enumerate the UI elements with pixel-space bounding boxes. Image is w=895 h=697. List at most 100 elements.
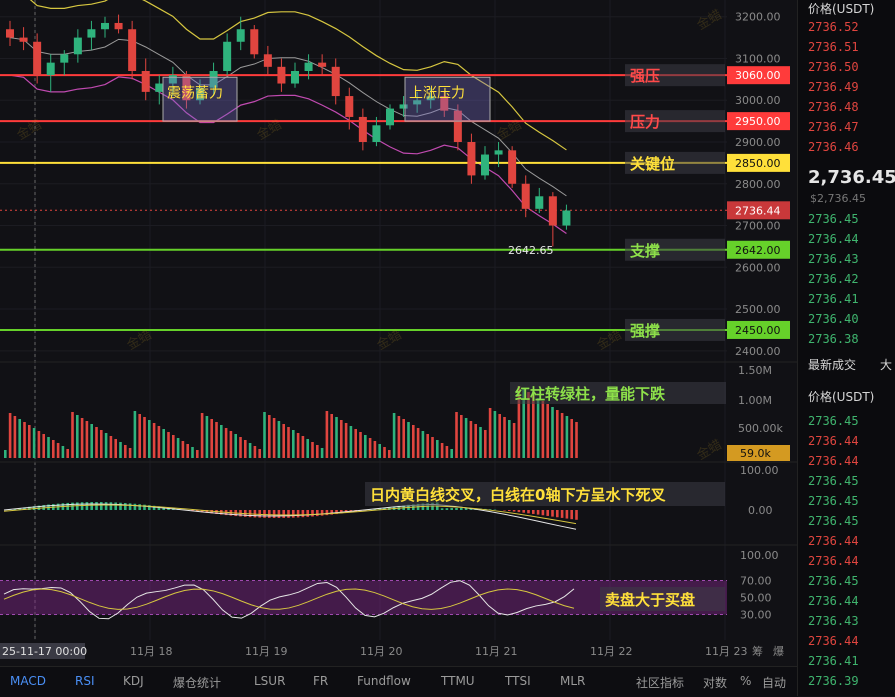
indicator-tab[interactable]: KDJ [123, 674, 144, 688]
volume-bar [474, 424, 477, 458]
volume-bar [81, 418, 84, 458]
candle-body [250, 29, 258, 54]
indicator-tab[interactable]: 爆仓统计 [173, 674, 221, 691]
candle-body [495, 150, 503, 154]
volume-bar [561, 413, 564, 458]
bid-price-row[interactable]: 2736.44 [808, 232, 859, 246]
indicator-tab[interactable]: TTMU [441, 674, 475, 688]
recent-trade-row[interactable]: 2736.44 [808, 594, 859, 608]
macd-histogram-bar [450, 508, 453, 510]
candle-body [386, 109, 394, 126]
recent-trade-row[interactable]: 2736.39 [808, 674, 859, 688]
volume-bar [489, 408, 492, 458]
recent-trade-row[interactable]: 2736.45 [808, 414, 859, 428]
volume-bar [398, 416, 401, 458]
rsi-tick-label: 100.00 [740, 549, 779, 562]
volume-bar [33, 428, 36, 458]
volume-bar [407, 422, 410, 458]
indicator-tab[interactable]: FR [313, 674, 328, 688]
indicator-tab[interactable]: Fundflow [357, 674, 411, 688]
indicator-tab[interactable]: TTSI [505, 674, 531, 688]
volume-bar [134, 411, 137, 458]
rsi-annotation: 卖盘大于买盘 [605, 591, 695, 609]
volume-bar [321, 448, 324, 458]
volume-bar [244, 440, 247, 458]
ask-price-row[interactable]: 2736.48 [808, 100, 859, 114]
recent-trade-row[interactable]: 2736.44 [808, 454, 859, 468]
chart-option[interactable]: 对数 [703, 674, 727, 691]
chart-option[interactable]: 自动 [762, 674, 786, 691]
volume-bar [446, 446, 449, 458]
volume-bar [422, 431, 425, 458]
volume-bar [369, 438, 372, 458]
recent-trade-row[interactable]: 2736.45 [808, 494, 859, 508]
indicator-tab[interactable]: LSUR [254, 674, 285, 688]
ask-price-row[interactable]: 2736.49 [808, 80, 859, 94]
macd-histogram-bar [532, 510, 535, 514]
price-tick-label: 3200.00 [735, 11, 781, 24]
recent-trade-row[interactable]: 2736.45 [808, 474, 859, 488]
bid-price-row[interactable]: 2736.42 [808, 272, 859, 286]
volume-bar [42, 434, 45, 458]
recent-trade-row[interactable]: 2736.41 [808, 654, 859, 668]
chart-option[interactable]: 社区指标 [636, 674, 684, 691]
recent-trades-title-right[interactable]: 大 [880, 356, 892, 373]
volume-bar [268, 415, 271, 458]
candle-body [101, 23, 109, 29]
candlestick-chart[interactable]: 3200.003100.003000.002900.002800.002700.… [0, 0, 797, 666]
price-level-tag-value: 3060.00 [735, 69, 781, 82]
candle-body [359, 117, 367, 142]
indicator-tab[interactable]: RSI [75, 674, 95, 688]
indicator-tab[interactable]: MACD [10, 674, 46, 688]
volume-bar [537, 398, 540, 458]
ask-price-row[interactable]: 2736.51 [808, 40, 859, 54]
chart-option[interactable]: % [740, 674, 751, 688]
recent-trade-row[interactable]: 2736.45 [808, 574, 859, 588]
time-tick-label: 11月 20 [360, 645, 403, 658]
macd-histogram-bar [263, 510, 266, 518]
macd-histogram-bar [522, 510, 525, 513]
ask-price-row[interactable]: 2736.52 [808, 20, 859, 34]
recent-trade-row[interactable]: 2736.44 [808, 634, 859, 648]
ask-price-row[interactable]: 2736.47 [808, 120, 859, 134]
bid-price-row[interactable]: 2736.38 [808, 332, 859, 346]
time-tick-label: 11月 19 [245, 645, 288, 658]
recent-trade-row[interactable]: 2736.44 [808, 434, 859, 448]
indicator-tab[interactable]: MLR [560, 674, 585, 688]
volume-bar [556, 410, 559, 458]
volume-bar [196, 450, 199, 458]
volume-bar [450, 449, 453, 458]
recent-trade-row[interactable]: 2736.43 [808, 614, 859, 628]
volume-bar [47, 437, 50, 458]
bid-price-row[interactable]: 2736.40 [808, 312, 859, 326]
bid-price-row[interactable]: 2736.45 [808, 212, 859, 226]
ask-price-row[interactable]: 2736.46 [808, 140, 859, 154]
volume-bar [206, 416, 209, 458]
volume-bar [292, 430, 295, 458]
volume-bar [86, 421, 89, 458]
time-axis-chip: 筹 [752, 644, 763, 658]
macd-histogram-bar [556, 510, 559, 517]
bid-price-row[interactable]: 2736.43 [808, 252, 859, 266]
recent-trade-row[interactable]: 2736.44 [808, 554, 859, 568]
macd-histogram-bar [114, 502, 117, 510]
volume-bar [374, 441, 377, 458]
candle-body [305, 63, 313, 71]
volume-bar [138, 414, 141, 458]
volume-bar [105, 433, 108, 458]
price-tick-label: 2500.00 [735, 303, 781, 316]
bid-price-row[interactable]: 2736.41 [808, 292, 859, 306]
ask-price-row[interactable]: 2736.50 [808, 60, 859, 74]
volume-bar [479, 427, 482, 458]
macd-annotation: 日内黄白线交叉，白线在0轴下方呈水下死叉 [370, 486, 666, 504]
macd-histogram-bar [570, 510, 573, 519]
volume-bar [167, 432, 170, 458]
order-book-header: 价格(USDT) [808, 0, 874, 17]
macd-histogram-bar [561, 510, 564, 518]
volume-bar [436, 440, 439, 458]
recent-trade-row[interactable]: 2736.44 [808, 534, 859, 548]
recent-trade-row[interactable]: 2736.45 [808, 514, 859, 528]
volume-bar [575, 422, 578, 458]
volume-bar [62, 446, 65, 458]
